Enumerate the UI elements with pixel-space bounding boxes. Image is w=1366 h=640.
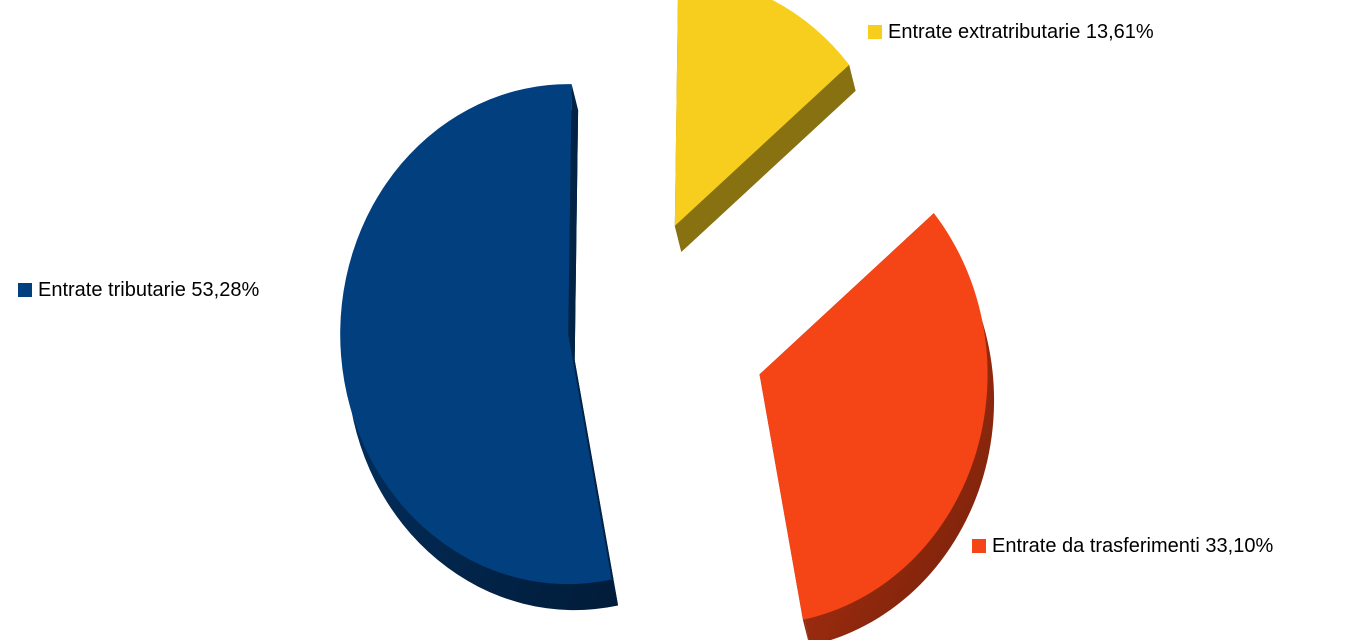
slice-2 bbox=[675, 0, 856, 252]
slice-label-trasferimenti-text: Entrate da trasferimenti 33,10% bbox=[992, 534, 1273, 558]
legend-swatch-extratributarie bbox=[868, 25, 882, 39]
legend-swatch-tributarie bbox=[18, 283, 32, 297]
slice-label-extratributarie: Entrate extratributarie 13,61% bbox=[868, 20, 1154, 44]
slice-label-tributarie: Entrate tributarie 53,28% bbox=[18, 278, 259, 302]
slice-label-trasferimenti: Entrate da trasferimenti 33,10% bbox=[972, 534, 1273, 558]
slice-label-tributarie-text: Entrate tributarie 53,28% bbox=[38, 278, 259, 302]
legend-swatch-trasferimenti bbox=[972, 539, 986, 553]
slice-1 bbox=[760, 213, 995, 640]
slice-0 bbox=[340, 84, 618, 610]
slice-label-extratributarie-text: Entrate extratributarie 13,61% bbox=[888, 20, 1154, 44]
slice-top-1 bbox=[760, 213, 988, 620]
pie-slices bbox=[340, 0, 994, 640]
